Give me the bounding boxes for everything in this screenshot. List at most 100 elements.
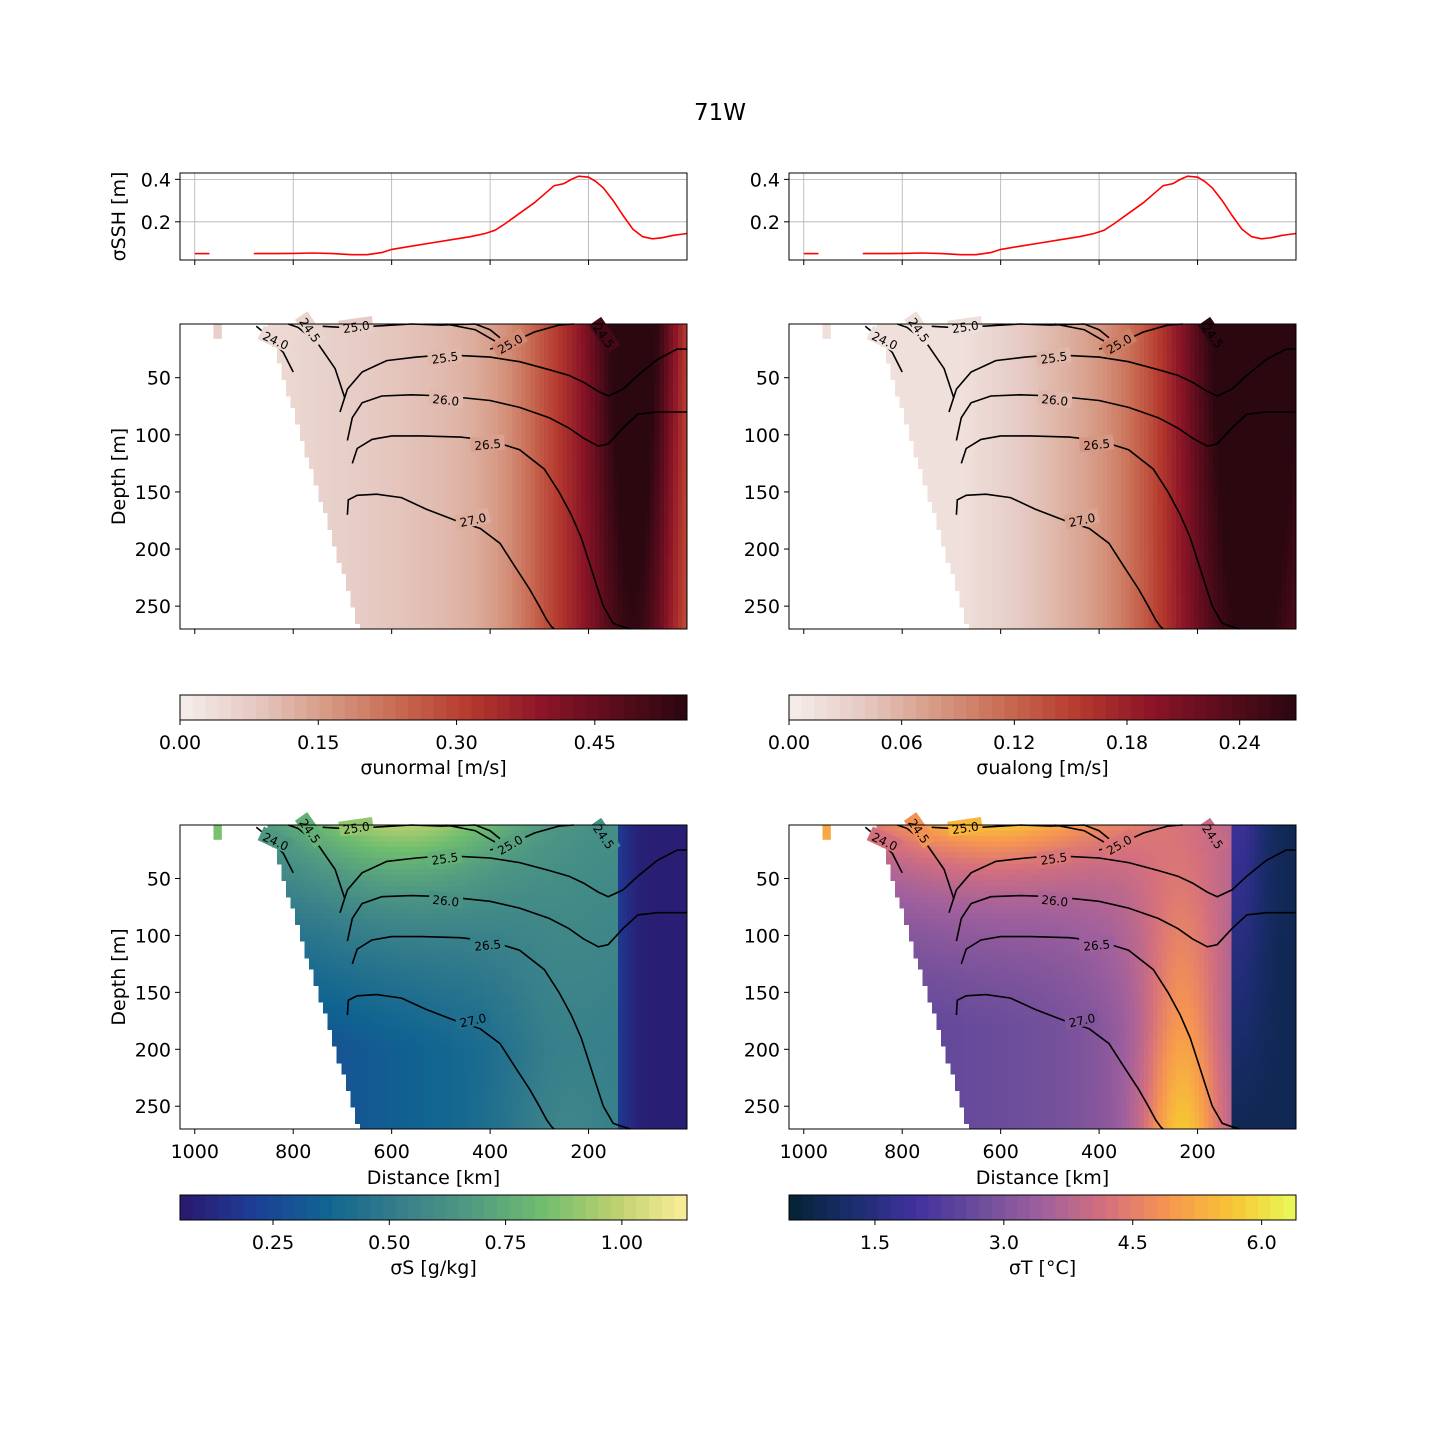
heatmap-cell — [498, 601, 504, 608]
heatmap-cell — [341, 346, 347, 353]
heatmap-cell — [479, 568, 485, 575]
heatmap-cell — [585, 462, 591, 469]
heatmap-cell — [562, 329, 568, 336]
heatmap-cell — [590, 446, 596, 453]
heatmap-cell — [580, 468, 587, 475]
heatmap-cell — [498, 335, 504, 342]
heatmap-cell — [682, 507, 688, 514]
heatmap-cell — [465, 484, 471, 491]
heatmap-cell — [954, 401, 961, 408]
heatmap-cell — [350, 434, 356, 442]
heatmap-cell — [516, 412, 522, 419]
heatmap-cell — [677, 379, 683, 386]
heatmap-cell — [502, 601, 508, 608]
heatmap-cell — [631, 440, 637, 447]
heatmap-cell — [613, 368, 619, 375]
heatmap-cell — [424, 412, 430, 419]
heatmap-cell — [428, 490, 435, 497]
heatmap-cell — [392, 545, 398, 552]
heatmap-cell — [645, 373, 651, 381]
heatmap-cell — [442, 468, 448, 475]
heatmap-cell — [341, 335, 347, 342]
heatmap-cell — [424, 484, 430, 491]
heatmap-cell — [451, 556, 458, 564]
heatmap-cell — [544, 479, 550, 486]
heatmap-cell — [465, 612, 471, 619]
heatmap-cell — [567, 617, 573, 625]
heatmap-cell — [567, 479, 573, 486]
heatmap-cell — [534, 468, 541, 475]
heatmap-cell — [336, 412, 342, 419]
heatmap-cell — [673, 518, 679, 525]
heatmap-cell — [345, 579, 352, 586]
heatmap-cell — [322, 346, 329, 353]
heatmap-cell — [345, 479, 352, 486]
heatmap-cell — [567, 401, 573, 408]
heatmap-cell — [373, 329, 379, 336]
heatmap-cell — [488, 357, 495, 364]
heatmap-cell — [895, 390, 901, 397]
heatmap-cell — [571, 446, 577, 453]
heatmap-cell — [433, 495, 439, 503]
heatmap-cell — [461, 556, 467, 564]
heatmap-cell — [286, 351, 292, 358]
heatmap-cell — [368, 335, 375, 342]
heatmap-cell — [640, 329, 647, 336]
heatmap-cell — [350, 479, 356, 486]
contour-label: 26.0 — [432, 392, 460, 409]
heatmap-cell — [428, 556, 435, 564]
heatmap-cell — [617, 523, 624, 530]
heatmap-cell — [904, 368, 910, 375]
heatmap-cell — [336, 434, 342, 442]
heatmap-cell — [585, 368, 591, 375]
heatmap-cell — [576, 362, 582, 369]
heatmap-cell — [456, 412, 462, 419]
heatmap-cell — [525, 396, 531, 403]
heatmap-cell — [456, 373, 462, 381]
heatmap-cell — [502, 362, 508, 369]
heatmap-cell — [594, 340, 601, 347]
heatmap-cell — [941, 462, 947, 469]
heatmap-cell — [493, 507, 499, 514]
heatmap-cell — [544, 473, 550, 480]
heatmap-cell — [544, 390, 550, 397]
heatmap-cell — [479, 590, 485, 597]
heatmap-cell — [290, 351, 296, 358]
heatmap-cell — [332, 407, 338, 414]
heatmap-cell — [438, 440, 444, 447]
heatmap-cell — [663, 479, 670, 486]
heatmap-cell — [474, 534, 481, 541]
heatmap-cell — [304, 340, 310, 347]
heatmap-cell — [392, 529, 398, 536]
heatmap-cell — [590, 418, 596, 425]
heatmap-cell — [451, 412, 458, 419]
heatmap-cell — [456, 556, 462, 564]
heatmap-cell — [479, 340, 485, 347]
heatmap-cell — [451, 529, 458, 536]
heatmap-cell — [617, 434, 624, 442]
heatmap-cell — [433, 590, 439, 597]
heatmap-cell — [424, 346, 430, 353]
heatmap-cell — [659, 357, 665, 364]
heatmap-cell — [904, 379, 910, 386]
heatmap-cell — [580, 529, 587, 536]
heatmap-cell — [461, 490, 467, 497]
heatmap-cell — [567, 423, 573, 430]
heatmap-cell — [553, 434, 559, 442]
heatmap-cell — [663, 534, 670, 541]
heatmap-cell — [945, 351, 951, 358]
heatmap-cell — [544, 468, 550, 475]
heatmap-cell — [585, 612, 591, 619]
heatmap-cell — [378, 351, 384, 358]
heatmap-cell — [927, 484, 933, 491]
heatmap-cell — [904, 373, 910, 381]
heatmap-cell — [530, 418, 536, 425]
heatmap-cell — [567, 534, 573, 541]
heatmap-cell — [562, 440, 568, 447]
heatmap-cell — [594, 579, 601, 586]
heatmap-cell — [345, 357, 352, 364]
heatmap-cell — [318, 362, 324, 369]
heatmap-cell — [456, 545, 462, 552]
heatmap-cell — [419, 595, 425, 602]
heatmap-cell — [465, 346, 471, 353]
